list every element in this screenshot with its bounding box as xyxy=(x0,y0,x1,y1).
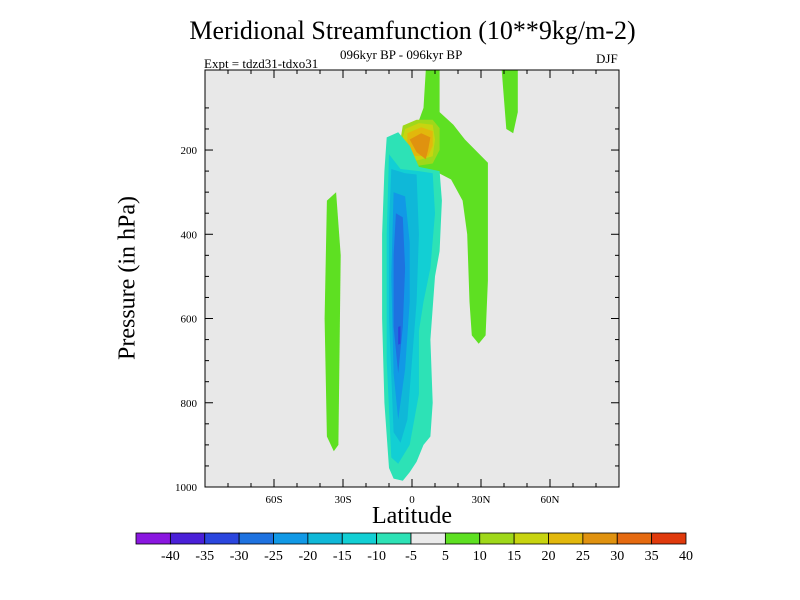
y-tick-label: 800 xyxy=(181,398,198,410)
season-label: DJF xyxy=(596,51,618,66)
colorbar-label: 40 xyxy=(679,549,693,564)
x-axis: 60S 30S 0 30N 60N xyxy=(227,70,597,506)
colorbar-swatch xyxy=(410,532,446,545)
colorbar-label: -30 xyxy=(230,549,249,564)
nh-upper-positive-cell-level-25 xyxy=(409,133,431,160)
colorbar-label: -35 xyxy=(195,549,214,564)
colorbar-swatch xyxy=(307,532,343,545)
contour-fill-group xyxy=(324,70,518,481)
colorbar-label: 25 xyxy=(576,549,590,564)
colorbar-swatch xyxy=(169,532,206,545)
colorbar-swatch xyxy=(273,532,309,545)
y-tick-label: 200 xyxy=(181,145,198,157)
tropical-negative-cell-level--25 xyxy=(393,213,406,374)
colorbar-label: 35 xyxy=(645,549,659,564)
colorbar-label: -15 xyxy=(333,549,352,564)
chart-title: Meridional Streamfunction (10**9kg/m-2) xyxy=(189,16,636,45)
y-axis: 200 400 600 800 1000 xyxy=(175,107,619,494)
colorbar-swatch xyxy=(616,532,653,545)
colorbar: -40 -35 -30 -25 -20 -15 -10 -5 5 10 15 20 25 30 35 40 xyxy=(135,532,693,564)
colorbar-swatch xyxy=(135,532,171,545)
y-tick-label: 400 xyxy=(181,229,198,241)
colorbar-label: -10 xyxy=(367,549,386,564)
colorbar-label: 5 xyxy=(442,549,449,564)
colorbar-swatch xyxy=(238,532,274,545)
colorbar-swatch xyxy=(204,532,240,545)
tropical-negative-cell-level--30 xyxy=(398,326,401,345)
chart-subtitle: 096kyr BP - 096kyr BP xyxy=(340,47,463,62)
colorbar-swatch xyxy=(376,532,412,545)
colorbar-label: -40 xyxy=(161,549,180,564)
experiment-label: Expt = tdzd31-tdxo31 xyxy=(204,56,319,71)
colorbar-label: -5 xyxy=(405,549,417,564)
colorbar-swatch xyxy=(479,532,515,545)
x-tick-label: 30N xyxy=(472,494,491,506)
colorbar-swatch xyxy=(513,532,549,545)
y-tick-label: 600 xyxy=(181,314,198,326)
x-tick-label: 60N xyxy=(541,494,560,506)
colorbar-label: 10 xyxy=(473,549,487,564)
x-tick-label: 60S xyxy=(265,494,282,506)
colorbar-swatch xyxy=(548,532,584,545)
colorbar-swatch xyxy=(341,532,378,545)
x-axis-label: Latitude xyxy=(372,503,452,529)
colorbar-swatch xyxy=(444,532,481,545)
colorbar-swatch xyxy=(651,532,687,545)
x-tick-label: 0 xyxy=(409,494,415,506)
y-tick-label: 1000 xyxy=(175,482,198,494)
sh-outer-positive-band-level-5 xyxy=(324,192,341,452)
colorbar-swatch xyxy=(582,532,618,545)
colorbar-label: -20 xyxy=(299,549,318,564)
colorbar-label: 15 xyxy=(507,549,521,564)
x-tick-label: 30S xyxy=(334,494,351,506)
colorbar-label: 20 xyxy=(542,549,556,564)
colorbar-label: -25 xyxy=(264,549,283,564)
nh-high-lat-positive-level-5 xyxy=(501,70,518,134)
colorbar-label: 30 xyxy=(610,549,624,564)
